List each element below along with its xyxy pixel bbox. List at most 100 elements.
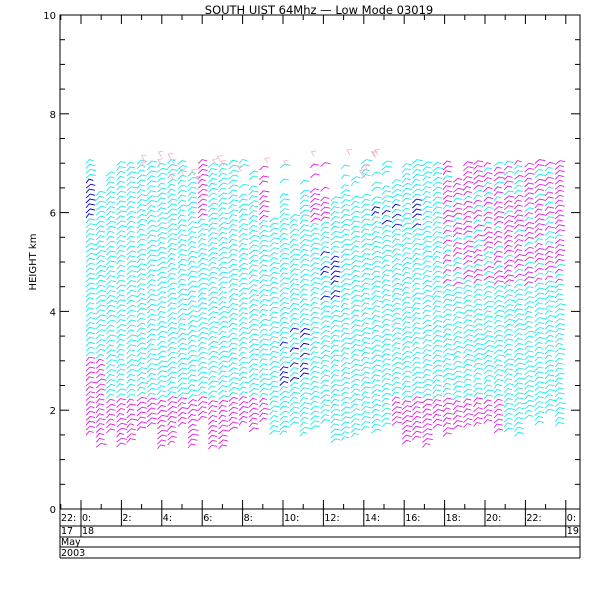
wind-barb — [248, 254, 259, 260]
wind-barb — [187, 344, 197, 350]
wind-barb — [208, 385, 216, 391]
wind-barb — [126, 275, 136, 280]
wind-barb — [493, 428, 504, 434]
wind-barb — [85, 302, 95, 308]
wind-barb — [442, 204, 452, 210]
wind-barb — [140, 161, 147, 169]
wind-barb — [350, 294, 362, 300]
wind-barb — [412, 381, 423, 387]
wind-barb — [218, 286, 227, 292]
wind-barb — [177, 189, 187, 195]
wind-barb — [95, 205, 107, 211]
wind-barb — [473, 180, 484, 185]
wind-barb — [95, 279, 106, 285]
wind-barb — [269, 286, 279, 292]
wind-barb — [401, 192, 411, 198]
wind-barb — [483, 335, 493, 340]
wind-barb — [534, 173, 545, 179]
wind-barb — [157, 232, 168, 237]
wind-barb — [412, 317, 422, 322]
wind-barb — [116, 264, 126, 270]
wind-barb — [259, 284, 270, 290]
wind-barb — [320, 364, 329, 370]
wind-barb — [299, 406, 309, 412]
wind-barb — [279, 223, 290, 228]
wind-barb — [473, 283, 483, 289]
wind-barb — [358, 169, 365, 176]
wind-barb — [350, 210, 361, 216]
wind-barb — [269, 424, 279, 430]
wind-barb — [442, 195, 453, 200]
wind-barb — [391, 267, 401, 273]
wind-barb — [95, 319, 106, 325]
wind-barb — [493, 319, 502, 325]
wind-barb — [452, 296, 462, 302]
wind-barb — [228, 204, 238, 210]
wind-barb — [442, 328, 452, 334]
wind-barb — [187, 176, 199, 182]
wind-barb — [106, 364, 116, 369]
wind-barb — [350, 324, 361, 330]
wind-barb — [401, 222, 412, 228]
wind-barb — [340, 381, 351, 387]
wind-barb — [197, 159, 208, 164]
wind-barb — [116, 205, 127, 211]
wind-barb — [463, 408, 472, 414]
wind-barb — [320, 255, 330, 261]
wind-barb — [412, 346, 421, 352]
wind-barb — [116, 254, 126, 260]
wind-barb — [136, 317, 146, 323]
wind-barb — [299, 273, 310, 279]
wind-barb — [228, 179, 238, 185]
wind-barb — [146, 209, 156, 215]
wind-barb — [146, 204, 156, 210]
wind-barb — [248, 417, 258, 423]
wind-barb — [371, 196, 382, 202]
wind-barb — [381, 244, 392, 250]
wind-barb — [208, 202, 218, 208]
wind-barb — [350, 373, 362, 379]
wind-barb — [157, 187, 168, 193]
wind-barb — [85, 361, 96, 367]
wind-barb — [401, 336, 413, 341]
wind-barb — [452, 256, 462, 262]
wind-barb — [483, 236, 493, 242]
wind-barb — [126, 245, 136, 251]
wind-barb — [228, 406, 239, 412]
wind-barb — [340, 342, 352, 348]
wind-barb — [340, 436, 350, 441]
wind-barb — [106, 369, 117, 374]
wind-barb — [493, 250, 503, 256]
wind-barb — [412, 376, 422, 382]
wind-barb — [85, 312, 96, 317]
chart-title: SOUTH UIST 64Mhz — Low Mode 03019 — [205, 3, 433, 17]
wind-barb — [116, 175, 125, 181]
wind-barb — [514, 244, 523, 249]
wind-barb — [514, 179, 524, 185]
wind-barb — [554, 407, 565, 412]
x-tick-label: 12: — [324, 513, 339, 524]
wind-barb — [136, 258, 145, 264]
wind-barb — [442, 185, 452, 190]
wind-barb — [187, 280, 197, 286]
wind-barb — [146, 338, 156, 344]
wind-barb — [320, 280, 331, 286]
wind-barb — [279, 267, 288, 273]
wind-barb — [524, 385, 534, 390]
wind-barb — [106, 388, 116, 394]
wind-barb — [126, 344, 137, 350]
wind-barb — [167, 336, 177, 342]
wind-barb — [371, 399, 381, 404]
wind-barb — [422, 403, 433, 409]
wind-barb — [187, 418, 198, 424]
wind-barb — [340, 233, 350, 239]
wind-barb — [136, 406, 148, 412]
wind-barb — [136, 337, 146, 343]
wind-barb — [187, 255, 197, 261]
wind-barb — [442, 259, 452, 265]
wind-barb — [106, 403, 116, 409]
wind-barb — [218, 182, 228, 188]
wind-barb — [191, 168, 197, 176]
wind-barb — [289, 347, 299, 353]
wind-barb — [422, 166, 432, 172]
